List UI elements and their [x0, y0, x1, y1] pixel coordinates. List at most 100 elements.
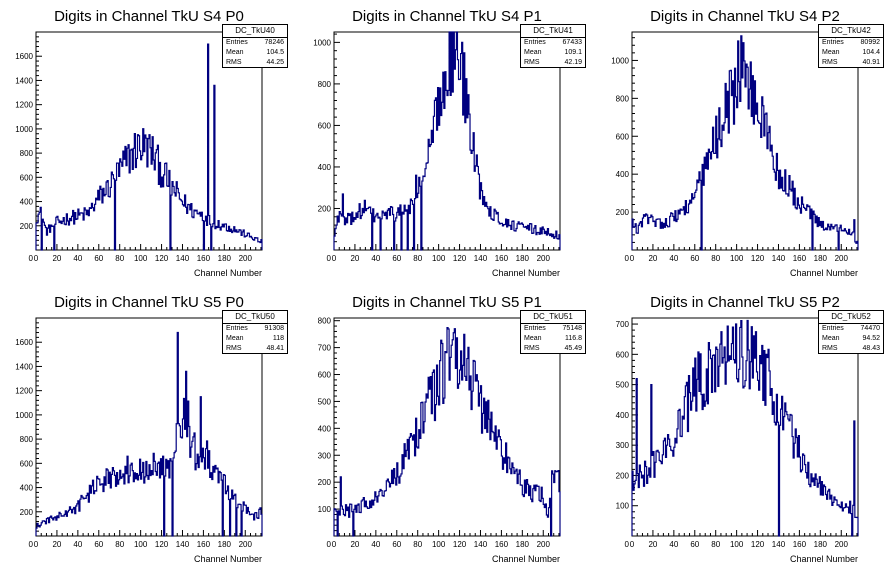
y-tick-label: 700	[318, 344, 332, 353]
y-tick-label: 1200	[15, 101, 33, 110]
x-axis-label: Channel Number	[789, 268, 858, 278]
y-tick-label: 400	[616, 411, 630, 420]
origin-label: 0	[327, 540, 332, 549]
x-tick-label: 80	[413, 540, 422, 549]
y-tick-label: 800	[20, 149, 34, 158]
histogram-plot: 0 20 40 60 80 100 120 140 160 180 200 200 400 600 800 1…	[611, 31, 859, 263]
stats-value-entries: 91308	[264, 325, 284, 332]
x-tick-label: 80	[711, 540, 720, 549]
y-tick-label: 100	[616, 502, 630, 511]
x-tick-label: 40	[73, 254, 82, 263]
stats-label-rms: RMS	[226, 345, 242, 352]
plot-frame	[631, 31, 859, 251]
x-tick-label: 60	[690, 540, 699, 549]
histogram-title: Digits in Channel TkU S4 P0	[54, 8, 244, 25]
x-tick-label: 0	[332, 540, 337, 549]
x-axis-label: Channel Number	[491, 268, 560, 278]
x-tick-label: 180	[218, 254, 232, 263]
y-tick-label: 1000	[611, 56, 629, 65]
x-tick-label: 20	[350, 254, 359, 263]
x-tick-label: 60	[392, 540, 401, 549]
x-tick-label: 180	[516, 254, 530, 263]
stats-row-mean: Mean 116.8	[521, 334, 585, 344]
y-tick-label: 1600	[15, 52, 33, 61]
x-tick-label: 0	[630, 254, 635, 263]
histogram-plot: 0 20 40 60 80 100 120 140 160 180 200 200 400 600 800 1…	[15, 317, 263, 549]
origin-label: 0	[29, 540, 34, 549]
stats-row-entries: Entries 74470	[819, 324, 883, 334]
stats-value-rms: 45.49	[564, 345, 582, 352]
x-tick-label: 20	[648, 540, 657, 549]
x-tick-label: 120	[155, 540, 169, 549]
stats-row-mean: Mean 109.1	[521, 48, 585, 58]
x-tick-label: 0	[34, 254, 39, 263]
origin-label: 0	[29, 254, 34, 263]
x-tick-label: 20	[648, 254, 657, 263]
y-tick-label: 1000	[313, 38, 331, 47]
x-tick-label: 160	[793, 540, 807, 549]
histogram-title: Digits in Channel TkU S5 P0	[54, 294, 244, 311]
y-tick-label: 200	[20, 222, 34, 231]
histogram-title: Digits in Channel TkU S4 P2	[650, 8, 840, 25]
y-tick-label: 300	[318, 451, 332, 460]
x-tick-label: 180	[814, 254, 828, 263]
y-tick-label: 400	[20, 484, 34, 493]
y-tick-label: 800	[318, 80, 332, 89]
stats-label-mean: Mean	[822, 49, 840, 56]
x-tick-label: 140	[474, 540, 488, 549]
x-tick-label: 120	[453, 540, 467, 549]
x-tick-label: 140	[176, 540, 190, 549]
stats-histogram-name: DC_TkU41	[521, 25, 585, 38]
y-tick-label: 1000	[15, 125, 33, 134]
histogram-plot: 0 20 40 60 80 100 120 140 160 180 200 100 200 300 400 5…	[318, 317, 561, 549]
histogram-series	[333, 327, 561, 537]
stats-histogram-name: DC_TkU51	[521, 311, 585, 324]
x-tick-label: 120	[751, 254, 765, 263]
x-tick-label: 20	[52, 540, 61, 549]
stats-label-entries: Entries	[226, 39, 248, 46]
x-tick-label: 20	[52, 254, 61, 263]
stats-row-mean: Mean 94.52	[819, 334, 883, 344]
y-tick-label: 200	[616, 208, 630, 217]
y-tick-label: 800	[318, 317, 332, 326]
y-tick-label: 400	[20, 198, 34, 207]
histogram-series	[35, 331, 263, 537]
stats-label-entries: Entries	[822, 39, 844, 46]
y-tick-label: 400	[318, 424, 332, 433]
x-tick-label: 200	[537, 254, 551, 263]
histogram-title: Digits in Channel TkU S4 P1	[352, 8, 542, 25]
y-tick-label: 200	[318, 478, 332, 487]
x-axis-label: Channel Number	[193, 554, 262, 564]
stats-row-rms: RMS 44.25	[223, 58, 287, 68]
x-tick-label: 100	[134, 254, 148, 263]
x-tick-label: 80	[711, 254, 720, 263]
x-tick-label: 40	[73, 540, 82, 549]
x-tick-label: 60	[94, 540, 103, 549]
histogram-pad: 0 20 40 60 80 100 120 140 160 180 200 200 400 600 800 1…	[0, 286, 298, 572]
x-tick-label: 200	[537, 540, 551, 549]
x-tick-label: 100	[432, 254, 446, 263]
histogram-plot: 0 20 40 60 80 100 120 140 160 180 200 100 200 300 400 5…	[616, 317, 859, 549]
stats-label-rms: RMS	[524, 59, 540, 66]
plot-frame	[35, 31, 263, 251]
stats-label-mean: Mean	[822, 335, 840, 342]
x-axis-label: Channel Number	[193, 268, 262, 278]
stats-row-entries: Entries 78246	[223, 38, 287, 48]
stats-value-entries: 75148	[562, 325, 582, 332]
stats-value-mean: 104.4	[862, 49, 880, 56]
stats-row-rms: RMS 45.49	[521, 344, 585, 354]
stats-value-mean: 104.5	[266, 49, 284, 56]
stats-row-entries: Entries 80992	[819, 38, 883, 48]
stats-label-mean: Mean	[524, 335, 542, 342]
y-tick-label: 1400	[15, 76, 33, 85]
stats-box: DC_TkU42 Entries 80992 Mean 104.4 RMS 40.91	[818, 24, 884, 68]
histogram-series	[631, 319, 859, 537]
x-tick-label: 180	[218, 540, 232, 549]
y-tick-label: 800	[616, 94, 630, 103]
x-tick-label: 120	[155, 254, 169, 263]
stats-row-rms: RMS 48.43	[819, 344, 883, 354]
stats-row-mean: Mean 104.4	[819, 48, 883, 58]
y-tick-label: 200	[318, 204, 332, 213]
stats-box: DC_TkU51 Entries 75148 Mean 116.8 RMS 45.49	[520, 310, 586, 354]
y-tick-label: 600	[318, 371, 332, 380]
